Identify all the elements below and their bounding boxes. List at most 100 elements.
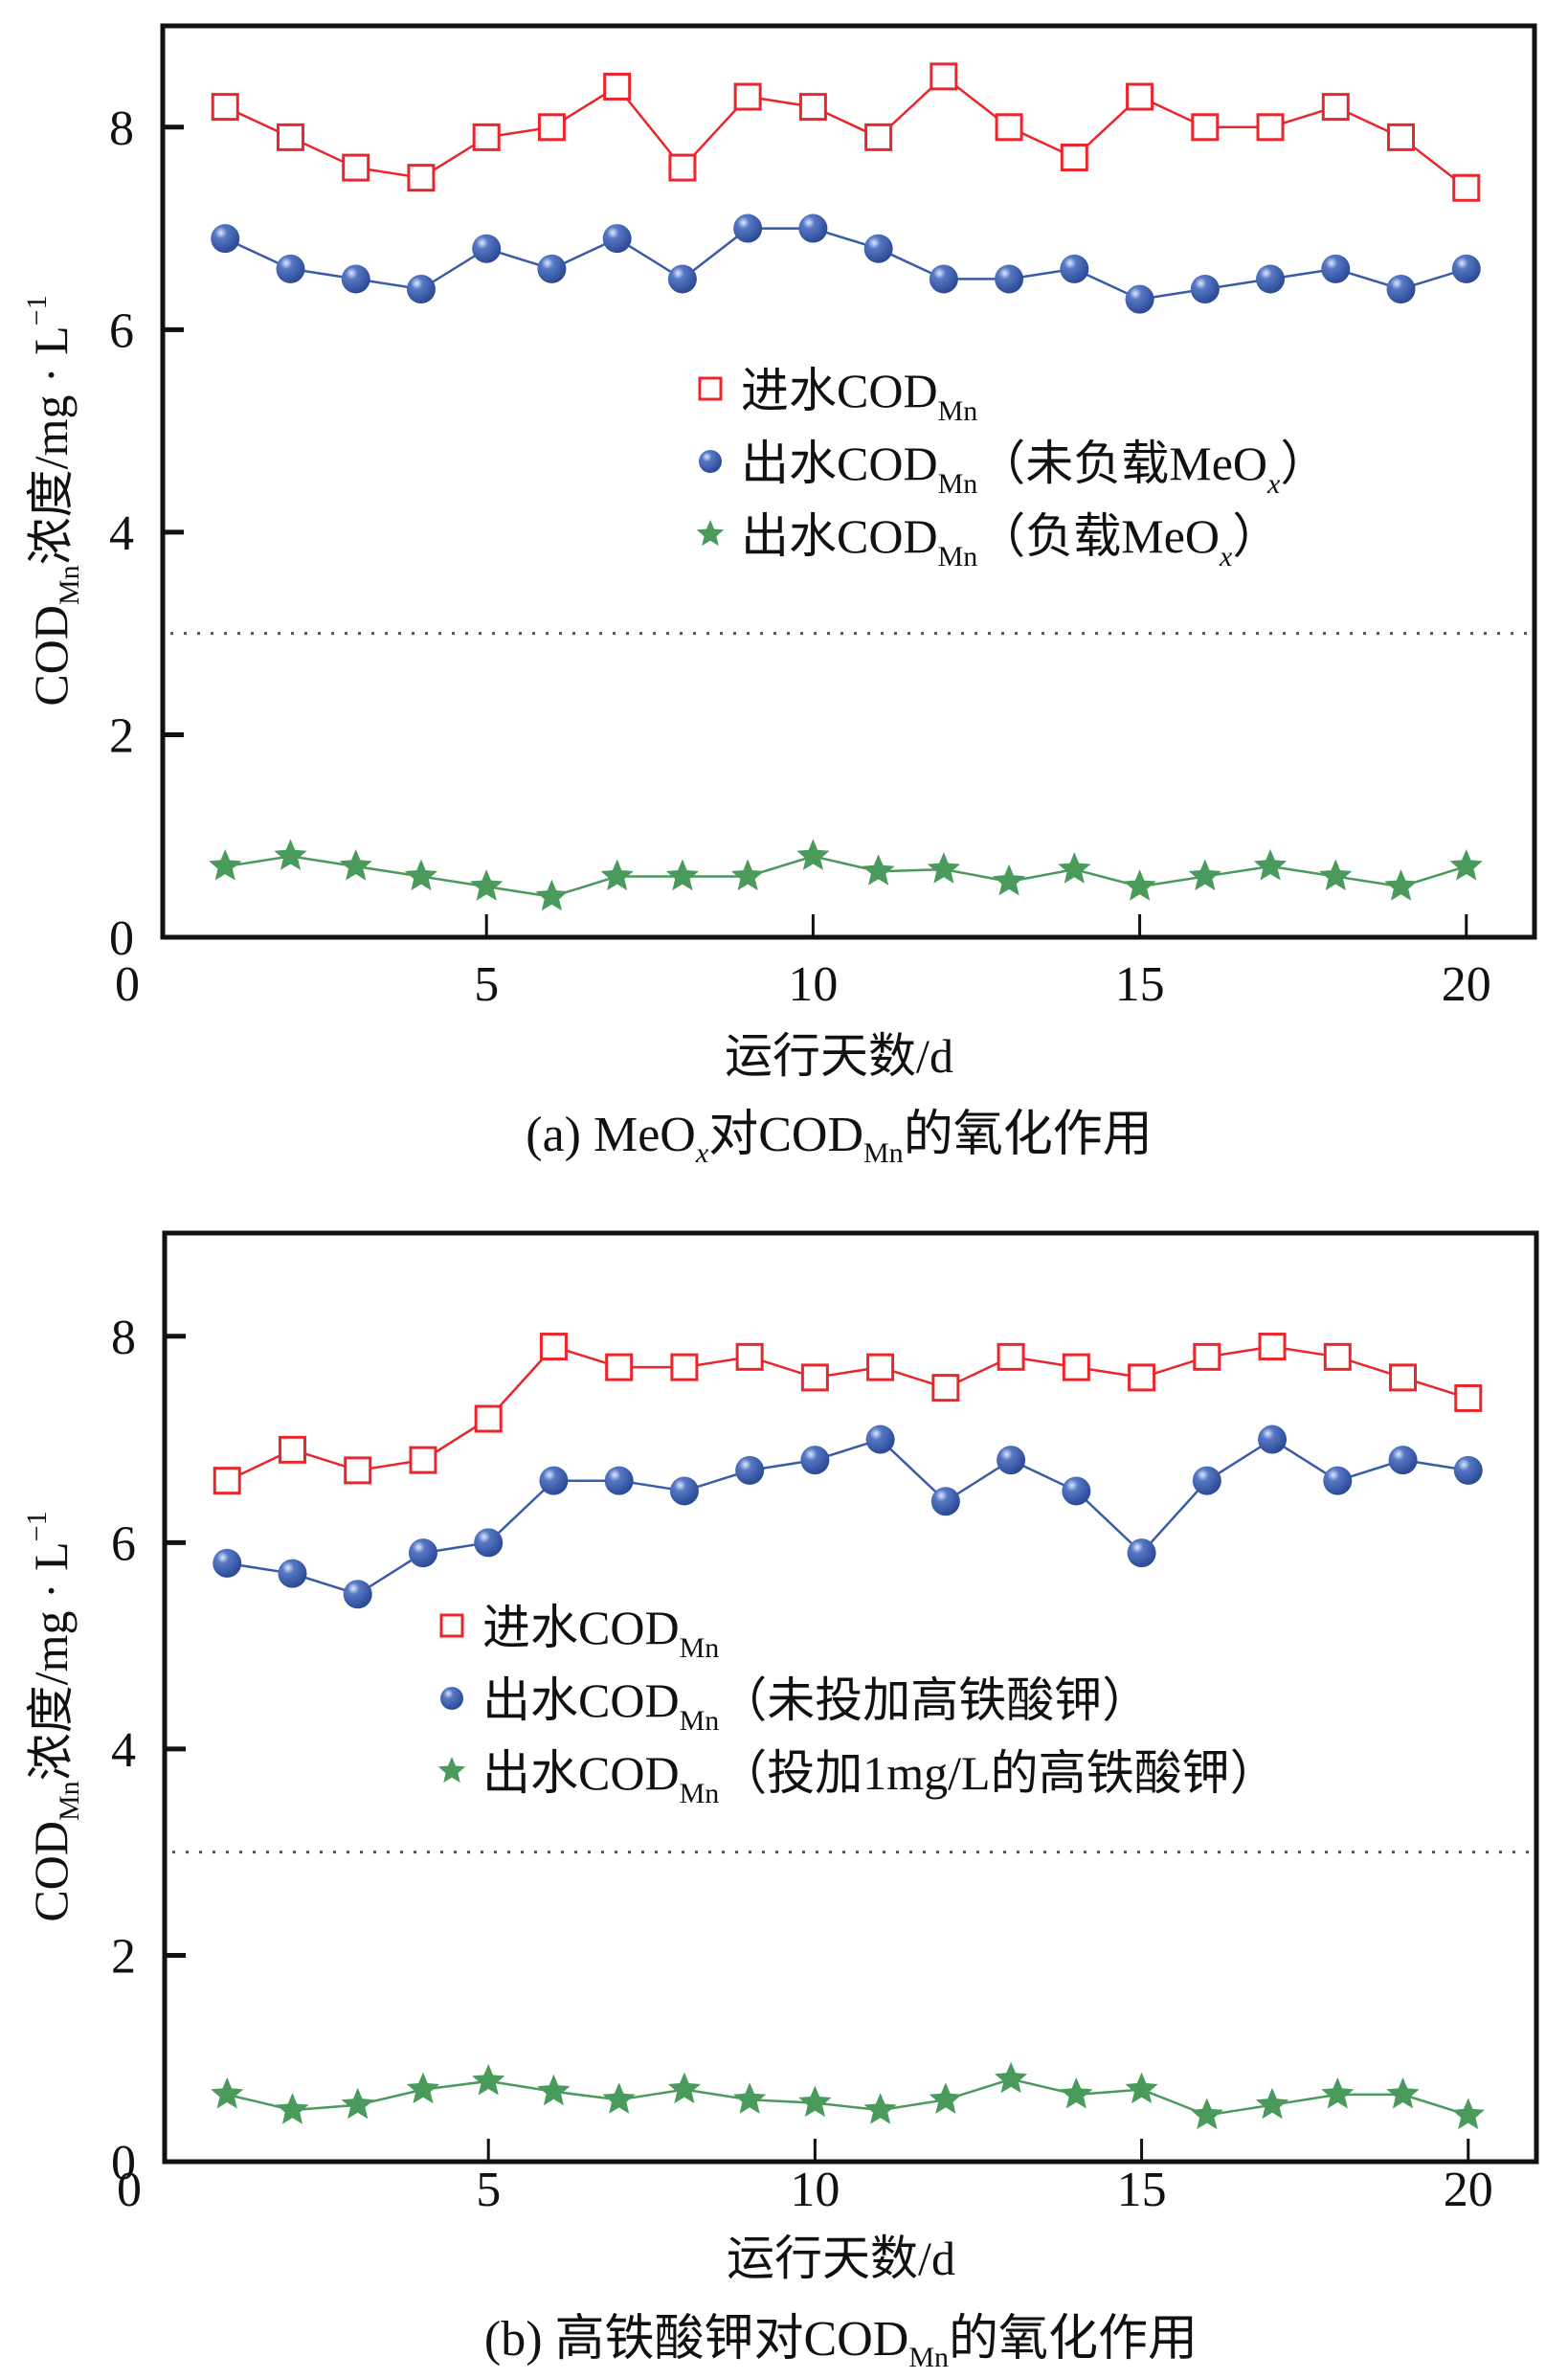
caption-prefix: (a) MeO [526,1108,696,1162]
marker-sphere-body [667,264,697,294]
marker-sphere-body [539,1466,569,1495]
series-1 [213,1425,1483,1609]
legend-star-icon [696,520,725,547]
data-point [1191,113,1220,142]
legend-label: 进水CODMn [741,364,977,427]
data-point [995,2061,1028,2094]
data-point [1060,254,1089,283]
data-point [1319,859,1353,891]
legend-label-subscript: Mn [680,1778,720,1809]
legend-label-subscript: Mn [680,1632,720,1664]
data-point [1321,93,1350,122]
marker-sphere-body [474,1528,504,1558]
legend-label-main: 进水COD [482,1601,680,1654]
data-point [1389,1363,1418,1392]
marker-sphere-body [408,1538,437,1568]
data-point [1127,1538,1156,1568]
legend: 进水CODMn出水CODMn（未投加高铁酸钾）出水CODMn（投加1mg/L的高… [437,1601,1278,1809]
data-point [667,2072,701,2104]
y-axis-title-main: COD [24,1821,78,1922]
data-point [1388,1446,1418,1475]
data-point [1188,859,1221,891]
data-point [209,849,242,881]
marker-sphere-body [1062,1476,1091,1506]
data-point [735,1455,765,1485]
data-point [404,859,438,891]
data-point [1451,2098,1485,2130]
data-point [1060,144,1088,172]
data-point [604,1466,634,1495]
marker-sphere-body [406,275,436,304]
data-point [864,123,893,151]
marker-sphere-body [1192,1466,1221,1495]
marker-sphere-body [929,264,958,294]
chart-panel-a: 0 2 4 6 8 0 5 10 15 20 进水CODMn 出水CODMn（未负载MeOx） 出水CO… [0,0,1568,1189]
data-point [539,1333,568,1361]
y-axis-title: CODMn浓度/mg · L−1 [21,295,85,706]
data-point [342,153,370,182]
caption-subscript-mn: Mn [863,1137,904,1169]
legend-label-main: 出水COD [482,1673,680,1727]
data-point [1126,82,1154,111]
caption-mid: 对COD [708,1108,863,1162]
legend-item: 进水CODMn [698,364,977,427]
legend-sphere-icon [440,1687,463,1710]
data-point [1062,1353,1090,1381]
legend-star-icon [437,1757,466,1784]
chart-caption: (b) 高铁酸钾对CODMn的氧化作用 [484,2312,1198,2373]
data-point [408,1538,437,1568]
legend-label-close: ） [1232,509,1280,563]
data-point [1123,869,1156,901]
y-axis-title: CODMn浓度/mg · L−1 [21,1511,85,1921]
legend-label-close: ） [1280,437,1328,490]
marker-sphere-body [604,1466,634,1495]
series-0 [211,62,1481,202]
plot-frame [162,1230,1539,2165]
y-tick-label: 6 [109,303,134,358]
marker-sphere-body [1190,275,1220,304]
legend-sphere-icon [699,450,722,473]
marker-sphere-body [798,213,828,243]
legend-label: 出水CODMn（未负载MeOx） [741,437,1328,500]
data-point [409,1446,437,1474]
data-point [800,1363,829,1392]
data-point [997,1342,1025,1371]
data-point [339,849,372,881]
data-point [1386,275,1416,304]
y-tick-label: 8 [109,101,134,156]
data-point [1449,849,1483,881]
data-point [1190,275,1220,304]
marker-sphere-body [995,264,1024,294]
marker-sphere-body [1323,1466,1353,1495]
data-point [1060,2076,1093,2109]
data-point [1452,173,1481,202]
x-tick-label: 5 [474,957,499,1012]
y-tick-label: 0 [111,2136,136,2190]
plot-frame [160,23,1537,940]
data-point [1192,1466,1221,1495]
data-point [866,1353,895,1381]
data-point [472,123,501,151]
series-2 [211,2061,1485,2130]
data-point [733,82,762,111]
data-point [274,839,307,870]
x-tick-label: 0 [117,2163,142,2217]
y-axis-title-rest: 浓度/mg · L [24,325,78,565]
data-point [276,254,305,283]
marker-sphere-body [278,1559,307,1588]
marker-sphere-body [537,254,567,283]
data-point [406,275,436,304]
marker-sphere-body [1060,254,1089,283]
data-point [798,93,827,122]
x-tick-label: 10 [790,2163,840,2217]
data-point [931,1374,960,1403]
y-axis-title-subscript: Mn [54,1781,85,1821]
data-point [1256,264,1286,294]
data-point [211,93,239,122]
data-point [863,2093,897,2124]
y-tick-label: 2 [109,708,134,763]
data-point [602,224,632,254]
